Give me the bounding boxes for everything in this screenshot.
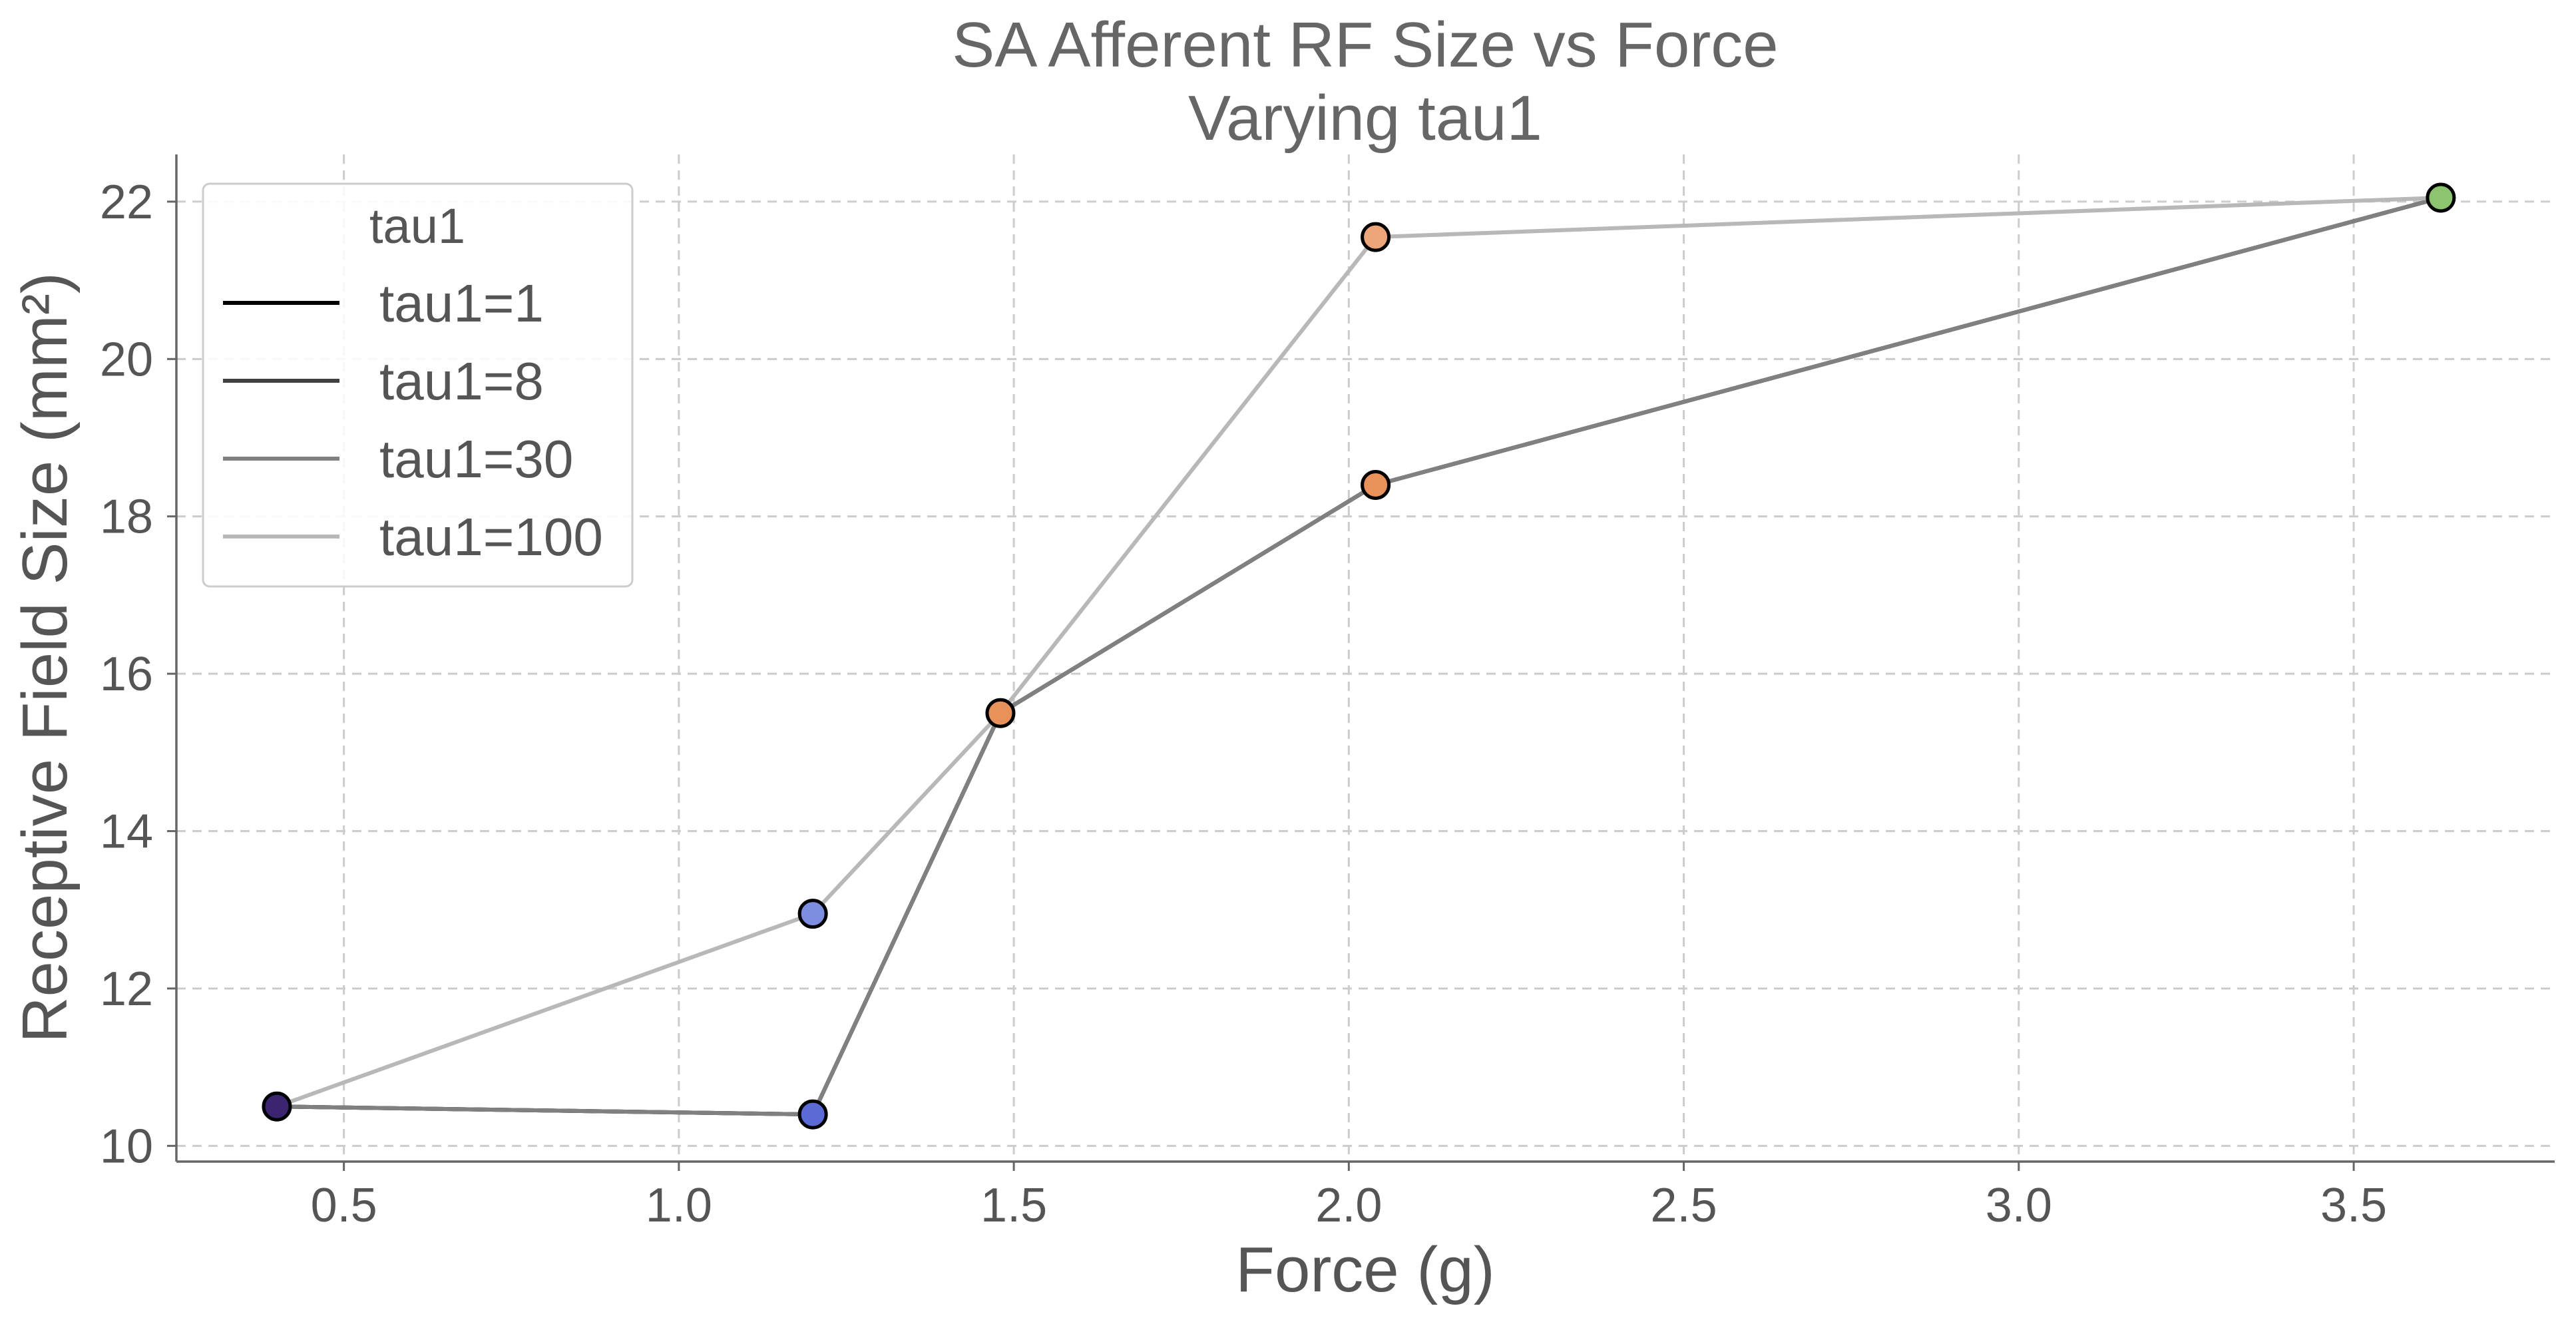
x-axis-label: Force (g) [1235, 1234, 1494, 1305]
data-point-marker [797, 899, 828, 929]
x-tick-label: 1.5 [980, 1179, 1047, 1232]
y-tick-label: 16 [100, 648, 153, 701]
data-point-marker [985, 698, 1016, 728]
y-axis-label: Receptive Field Size (mm²) [9, 272, 81, 1043]
axes [175, 154, 2555, 1163]
x-tick-label: 2.0 [1315, 1179, 1382, 1232]
y-axis-ticks: 10 12 14 16 18 20 22 [100, 176, 176, 1173]
x-tick-label: 2.5 [1651, 1179, 1717, 1232]
data-points [262, 182, 2456, 1130]
legend-frame [202, 182, 634, 588]
x-tick-label: 3.5 [2320, 1179, 2387, 1232]
x-tick-label: 3.0 [1986, 1179, 2052, 1232]
legend-title: tau1 [369, 198, 465, 254]
y-tick-label: 20 [100, 333, 153, 386]
chart-subtitle: Varying tau1 [1188, 83, 1542, 154]
legend-label: tau1=8 [379, 351, 544, 411]
x-tick-label: 0.5 [311, 1179, 377, 1232]
y-tick-label: 12 [100, 963, 153, 1016]
data-point-marker [1361, 469, 1391, 500]
data-point-marker [2426, 182, 2456, 213]
y-tick-label: 22 [100, 176, 153, 229]
legend-label: tau1=100 [379, 507, 603, 566]
legend-label: tau1=30 [379, 429, 573, 489]
legend: tau1 tau1=1 tau1=8 tau1=30 tau1=100 [202, 182, 634, 588]
data-point-marker [262, 1091, 292, 1122]
y-tick-label: 14 [100, 805, 153, 859]
y-tick-label: 10 [100, 1120, 153, 1173]
data-point-marker [1361, 222, 1391, 252]
data-point-marker [797, 1099, 828, 1130]
x-tick-label: 1.0 [646, 1179, 712, 1232]
y-tick-label: 18 [100, 491, 153, 544]
legend-entries: tau1=1 tau1=8 tau1=30 tau1=100 [223, 274, 603, 566]
chart-title: SA Afferent RF Size vs Force [952, 9, 1778, 81]
x-axis-ticks: 0.5 1.0 1.5 2.0 2.5 3.0 3.5 [311, 1162, 2387, 1232]
legend-label: tau1=1 [379, 274, 544, 333]
grid [176, 154, 2555, 1162]
